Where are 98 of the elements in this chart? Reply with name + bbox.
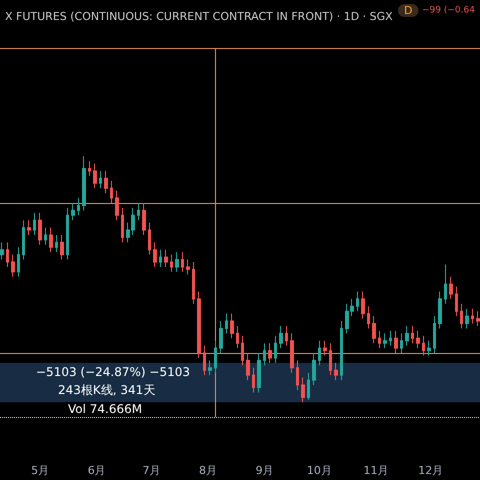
candlestick (279, 325, 283, 349)
x-tick-label: 6月 (88, 464, 106, 477)
candlestick (208, 360, 212, 376)
candlestick (11, 254, 15, 278)
candlestick (17, 246, 20, 278)
candlestick (471, 308, 474, 324)
candlestick (252, 367, 255, 393)
candlestick (197, 291, 201, 358)
candlestick (405, 325, 409, 346)
x-tick-label: 12月 (418, 464, 444, 477)
candlestick (27, 220, 31, 236)
candlestick (323, 340, 327, 356)
candlestick (444, 264, 447, 304)
annotation: 243根K线, 341天 (58, 383, 156, 397)
candlestick (148, 222, 151, 256)
candlestick (0, 242, 4, 260)
candlestick (175, 252, 179, 272)
annotation: −5103 (−24.87%) −5103 (36, 365, 190, 379)
candlestick (170, 254, 173, 272)
candlestick (44, 227, 47, 246)
candlestick (71, 202, 75, 221)
candlestick (77, 198, 80, 216)
candlestick (455, 286, 458, 317)
candlestick (159, 249, 162, 268)
candlestick (99, 170, 102, 189)
candlestick (33, 212, 36, 236)
x-tick-label: 10月 (306, 464, 332, 477)
candlestick (219, 320, 223, 354)
candlestick (465, 308, 469, 329)
candlestick (257, 352, 261, 393)
candlestick (55, 234, 58, 253)
candlestick (214, 340, 217, 374)
candlestick (60, 234, 64, 260)
candlestick (230, 313, 234, 339)
candlestick (329, 342, 332, 376)
x-tick-label: 5月 (31, 464, 50, 477)
candlestick (181, 252, 184, 272)
x-tick-label: 11月 (363, 464, 388, 477)
x-tick-label: 9月 (256, 464, 274, 477)
candlestick (378, 330, 381, 349)
candlestick (274, 335, 277, 364)
candlestick (438, 291, 442, 329)
candlestick (422, 335, 425, 356)
candlestick (372, 316, 376, 344)
candlestick (38, 212, 42, 246)
candlestick (318, 340, 321, 366)
candlestick (142, 202, 146, 236)
candlestick (356, 291, 359, 312)
candlestick (225, 313, 228, 334)
candlestick (427, 340, 431, 356)
candlestick (301, 377, 305, 403)
candlestick (49, 227, 53, 253)
candlestick (241, 335, 244, 366)
text: D (404, 4, 412, 17)
candlestick (263, 342, 266, 366)
candlestick (192, 262, 195, 304)
candlestick (121, 207, 124, 243)
candlestick (340, 320, 343, 381)
candlestick (285, 325, 288, 346)
candlestick (88, 160, 91, 176)
annotation: Vol 74.666M (68, 402, 142, 416)
candlestick (93, 163, 97, 189)
candlestick (389, 330, 392, 346)
candlestick (246, 352, 250, 381)
candlestick (449, 276, 453, 300)
candlestick (383, 332, 387, 349)
x-tick-label: 7月 (142, 464, 160, 477)
candlestick (137, 202, 140, 221)
candlestick (66, 207, 69, 260)
candlestick (433, 316, 436, 354)
candlestick (115, 190, 119, 221)
candlestick (361, 291, 365, 320)
candlestick (268, 342, 272, 364)
candlestick (186, 259, 190, 275)
chart-title: X FUTURES (CONTINUOUS: CURRENT CONTRACT IN FRONT) · 1D · SGX (5, 10, 394, 23)
candlestick (307, 372, 310, 400)
x-tick-label: 8月 (199, 464, 218, 477)
candlestick (153, 242, 157, 268)
candlestick (296, 360, 299, 390)
candlestick (164, 249, 168, 268)
candlestick (22, 220, 25, 260)
candlestick (334, 362, 338, 381)
candlestick (367, 306, 370, 329)
candlestick (394, 330, 398, 354)
candlestick (203, 345, 206, 376)
candlestick (411, 325, 414, 344)
text: −99 (−0.64 (422, 6, 476, 16)
candlestick (476, 310, 480, 326)
candlestick (400, 332, 403, 354)
candlestick (236, 325, 239, 349)
candlestick (290, 332, 294, 374)
candlestick (312, 352, 316, 386)
candlestick (82, 156, 86, 211)
candlestick (416, 330, 420, 349)
candlestick (6, 242, 9, 268)
candlestick (460, 303, 463, 329)
candlestick (110, 180, 113, 204)
candlestick (104, 170, 108, 194)
